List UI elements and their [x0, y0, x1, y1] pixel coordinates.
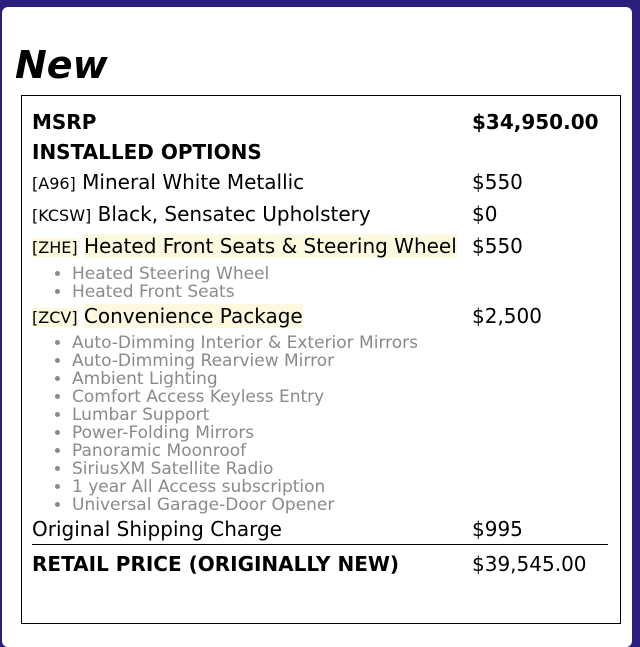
option-price: $550: [472, 234, 523, 258]
package-item: SiriusXM Satellite Radio: [72, 460, 610, 478]
package-item: Heated Front Seats: [72, 283, 610, 301]
package-item: Comfort Access Keyless Entry: [72, 388, 610, 406]
package-items: Auto-Dimming Interior & Exterior Mirrors…: [32, 333, 610, 514]
package-item: Universal Garage-Door Opener: [72, 496, 610, 514]
option-row: [ZHE] Heated Front Seats & Steering Whee…: [32, 231, 610, 264]
package-items: Heated Steering WheelHeated Front Seats: [32, 264, 610, 301]
option-code: [ZCV]: [32, 308, 78, 327]
installed-options-heading: INSTALLED OPTIONS: [32, 140, 262, 164]
option-row: [KCSW] Black, Sensatec Upholstery $0: [32, 199, 610, 231]
shipping-row: Original Shipping Charge $995: [32, 514, 610, 544]
retail-row: RETAIL PRICE (ORIGINALLY NEW) $39,545.00: [32, 547, 610, 581]
option-label: [ZHE] Heated Front Seats & Steering Whee…: [32, 233, 472, 261]
option-name: Convenience Package: [83, 304, 303, 328]
option-row: [A96] Mineral White Metallic $550: [32, 167, 610, 199]
package-item: Auto-Dimming Interior & Exterior Mirrors: [72, 334, 610, 352]
retail-label: RETAIL PRICE (ORIGINALLY NEW): [32, 552, 400, 576]
options-list: [A96] Mineral White Metallic $550 [KCSW] B…: [32, 167, 610, 514]
package-item: 1 year All Access subscription: [72, 478, 610, 496]
option-label: [KCSW] Black, Sensatec Upholstery: [32, 199, 472, 231]
price-breakdown: MSRP $34,950.00 INSTALLED OPTIONS [A96] …: [21, 95, 621, 624]
msrp-row: MSRP $34,950.00: [32, 107, 610, 137]
shipping-label: Original Shipping Charge: [32, 517, 282, 541]
divider: [32, 544, 608, 545]
option-code: [KCSW]: [32, 206, 92, 225]
option-name: Black, Sensatec Upholstery: [97, 202, 371, 226]
option-row: [ZCV] Convenience Package $2,500: [32, 301, 610, 333]
package-item: Panoramic Moonroof: [72, 442, 610, 460]
package-item: Auto-Dimming Rearview Mirror: [72, 352, 610, 370]
price-card: New MSRP $34,950.00 INSTALLED OPTIONS [A…: [2, 7, 632, 647]
package-item: Power-Folding Mirrors: [72, 424, 610, 442]
package-item: Heated Steering Wheel: [72, 265, 610, 283]
shipping-price: $995: [472, 517, 523, 541]
msrp-label: MSRP: [32, 110, 97, 134]
package-item: Ambient Lighting: [72, 370, 610, 388]
option-code: [ZHE]: [32, 238, 78, 257]
option-name: Heated Front Seats & Steering Wheel: [83, 234, 457, 258]
package-item: Lumbar Support: [72, 406, 610, 424]
page-title: New: [15, 43, 108, 87]
option-code: [A96]: [32, 174, 76, 193]
option-price: $550: [472, 170, 523, 194]
option-label: [ZCV] Convenience Package: [32, 301, 472, 333]
retail-price: $39,545.00: [472, 552, 587, 576]
option-price: $2,500: [472, 304, 542, 328]
msrp-price: $34,950.00: [472, 110, 599, 134]
option-price: $0: [472, 202, 498, 226]
option-name: Mineral White Metallic: [82, 170, 305, 194]
option-label: [A96] Mineral White Metallic: [32, 167, 472, 199]
